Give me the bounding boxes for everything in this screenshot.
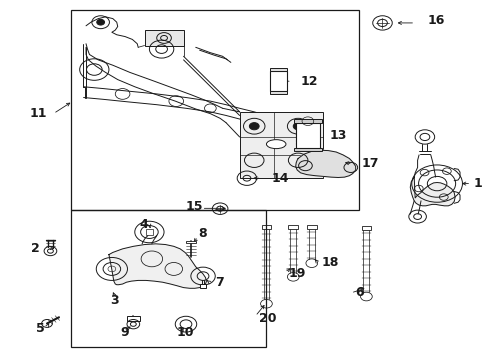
Bar	[199, 284, 206, 288]
Text: 19: 19	[288, 267, 305, 280]
Bar	[294, 148, 321, 151]
Polygon shape	[295, 150, 355, 177]
Text: 18: 18	[321, 256, 338, 269]
Text: 17: 17	[361, 157, 378, 170]
Circle shape	[249, 123, 259, 130]
Ellipse shape	[266, 140, 285, 149]
Polygon shape	[109, 244, 206, 288]
Bar	[185, 240, 195, 243]
Bar	[71, 10, 358, 211]
Bar	[288, 225, 298, 229]
Text: 1: 1	[473, 177, 482, 190]
Bar	[261, 225, 271, 229]
Circle shape	[293, 123, 303, 130]
Bar	[294, 120, 321, 123]
Polygon shape	[409, 177, 454, 206]
Text: 3: 3	[110, 294, 119, 307]
Text: 9: 9	[120, 326, 128, 339]
Text: 4: 4	[140, 218, 148, 231]
Circle shape	[97, 19, 104, 25]
Text: 12: 12	[300, 75, 317, 88]
Bar	[269, 91, 287, 94]
Text: 16: 16	[427, 14, 444, 27]
Text: 14: 14	[271, 172, 288, 185]
Text: 5: 5	[36, 322, 44, 335]
Bar	[361, 226, 370, 230]
Text: 8: 8	[198, 227, 206, 240]
Text: 13: 13	[329, 129, 346, 142]
Text: 20: 20	[259, 311, 276, 325]
Bar	[269, 68, 287, 71]
Text: 7: 7	[215, 276, 224, 289]
Text: 11: 11	[29, 107, 47, 120]
Bar	[127, 316, 140, 320]
Text: 2: 2	[31, 242, 40, 255]
Text: 15: 15	[185, 201, 203, 213]
Text: 6: 6	[355, 287, 364, 300]
Bar	[71, 211, 266, 347]
Bar	[144, 31, 183, 45]
Bar	[295, 123, 320, 148]
Bar	[145, 229, 153, 235]
Text: 10: 10	[176, 326, 193, 339]
Bar	[306, 225, 316, 229]
Bar	[269, 71, 287, 91]
Bar	[239, 112, 322, 178]
